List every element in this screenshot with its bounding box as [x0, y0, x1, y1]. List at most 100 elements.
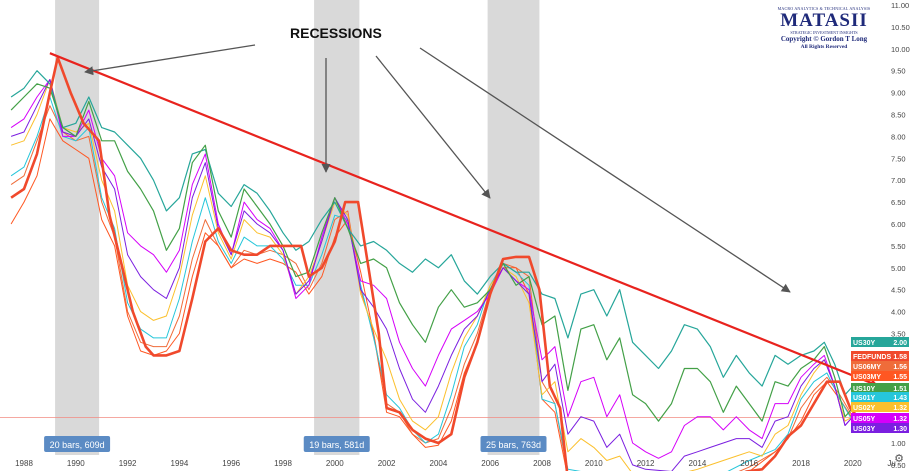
series-last-value: 2.00 — [893, 340, 907, 347]
series-value-tag: US10Y 1.51 — [851, 383, 909, 393]
series-value-tag-bg — [851, 383, 909, 393]
series-line-us10y — [10, 83, 859, 422]
series-value-tag-bg — [851, 337, 909, 347]
series-value-tag: US03MY 1.55 — [851, 371, 909, 381]
series-value-tag-bg — [851, 361, 909, 371]
x-tick-label: 2010 — [585, 459, 603, 468]
x-tick-label: 2006 — [481, 459, 499, 468]
series-name-label: US03MY — [853, 374, 881, 381]
series-line-us02y — [10, 79, 859, 476]
y-tick-label: 0.50 — [891, 461, 906, 470]
x-tick-label: 2012 — [637, 459, 655, 468]
x-tick-label: 1994 — [171, 459, 189, 468]
x-tick-label: 2004 — [430, 459, 448, 468]
series-name-label: US01Y — [853, 395, 876, 402]
x-tick-label: 2018 — [792, 459, 810, 468]
x-tick-label: 1998 — [274, 459, 292, 468]
series-name-label: US30Y — [853, 340, 876, 347]
y-tick-label: 11.00 — [891, 1, 909, 10]
y-tick-label: 4.00 — [891, 308, 906, 317]
y-tick-label: 9.50 — [891, 67, 906, 76]
series-line-us01y — [10, 96, 859, 476]
y-tick-label: 6.00 — [891, 220, 906, 229]
series-name-label: US03Y — [853, 426, 876, 433]
annotation-arrow — [419, 47, 791, 293]
y-tick-label: 5.50 — [891, 242, 906, 251]
series-last-value: 1.32 — [893, 405, 907, 412]
x-tick-label: 1988 — [15, 459, 33, 468]
matasii-logo: MACRO ANALYTICS & TECHNICAL ANALYSIS MAT… — [770, 6, 878, 58]
y-tick-label: 6.50 — [891, 198, 906, 207]
recession-band — [55, 0, 100, 455]
annotation-arrow — [84, 44, 256, 76]
x-tick-label: 1990 — [67, 459, 85, 468]
rights-text: All Rights Reserved — [800, 44, 848, 50]
recession-band — [314, 0, 360, 455]
series-line-us06my — [10, 105, 859, 476]
y-tick-label: 1.00 — [891, 439, 906, 448]
series-value-tag-bg — [851, 423, 909, 433]
y-tick-label: 3.50 — [891, 330, 906, 339]
series-name-label: US06MY — [853, 364, 881, 371]
series-line-us05y — [10, 79, 859, 459]
series-name-label: US05Y — [853, 416, 876, 423]
series-value-tag-bg — [851, 402, 909, 412]
trend-line — [49, 52, 874, 384]
series-value-tag: US06MY 1.56 — [851, 361, 909, 371]
series-line-fedfunds — [10, 56, 860, 476]
logo-top-line: MACRO ANALYTICS & TECHNICAL ANALYSIS — [777, 6, 871, 11]
series-last-value: 1.51 — [893, 386, 907, 393]
series-value-tag: US02Y 1.32 — [851, 402, 909, 412]
x-tick-label: 2002 — [378, 459, 396, 468]
series-last-value: 1.30 — [893, 426, 907, 433]
series-last-value: 1.55 — [893, 374, 907, 381]
series-last-value: 1.56 — [893, 364, 907, 371]
x-tick-label: 1992 — [119, 459, 137, 468]
series-line-us03y — [10, 79, 859, 472]
y-tick-label: 7.00 — [891, 176, 906, 185]
series-value-tag-bg — [851, 371, 909, 381]
x-tick-label: 2000 — [326, 459, 344, 468]
series-last-value: 1.32 — [893, 416, 907, 423]
logo-brand: MATASII — [780, 10, 868, 31]
series-value-tag: FEDFUNDS 1.58 — [851, 351, 909, 361]
series-value-tag-bg — [851, 392, 909, 402]
y-tick-label: 8.50 — [891, 111, 906, 120]
series-last-value: 1.43 — [893, 395, 907, 402]
y-tick-label: 8.00 — [891, 132, 906, 141]
series-value-tag: US01Y 1.43 — [851, 392, 909, 402]
series-last-value: 1.58 — [893, 354, 907, 361]
series-value-tag-bg — [851, 413, 909, 423]
y-tick-label: 4.50 — [891, 286, 906, 295]
x-tick-label: 2020 — [844, 459, 862, 468]
gear-icon[interactable]: ⚙ — [894, 453, 904, 465]
series-name-label: US10Y — [853, 386, 876, 393]
series-line-us30y — [10, 70, 859, 400]
x-tick-label: Ju — [887, 459, 895, 468]
recession-band — [487, 0, 540, 455]
series-value-tag: US05Y 1.32 — [851, 413, 909, 423]
annotation-arrow — [375, 55, 491, 199]
y-tick-label: 7.50 — [891, 154, 906, 163]
logo-subtitle: STRATEGIC INVESTMENT INSIGHTS — [790, 30, 858, 35]
recession-bar-count-box — [480, 436, 547, 452]
series-name-label: FEDFUNDS — [853, 354, 891, 361]
y-tick-label: 10.00 — [891, 45, 910, 54]
recession-bar-count-box — [303, 436, 370, 452]
series-value-tag: US30Y 2.00 — [851, 337, 909, 347]
recession-bar-count-label: 19 bars, 581d — [309, 440, 364, 450]
copyright-text: Copyright © Gordon T Long — [780, 35, 868, 43]
x-tick-label: 2014 — [689, 459, 707, 468]
recession-bar-count-box — [44, 436, 111, 452]
series-name-label: US02Y — [853, 405, 876, 412]
x-tick-label: 1996 — [222, 459, 240, 468]
x-tick-label: 2008 — [533, 459, 551, 468]
recession-bar-count-label: 25 bars, 763d — [486, 440, 541, 450]
y-tick-label: 9.00 — [891, 89, 906, 98]
series-line-us03my — [10, 118, 858, 476]
recession-bar-count-label: 20 bars, 609d — [50, 440, 105, 450]
series-value-tag-bg — [851, 351, 909, 361]
recessions-annotation: RECESSIONS — [290, 25, 382, 41]
